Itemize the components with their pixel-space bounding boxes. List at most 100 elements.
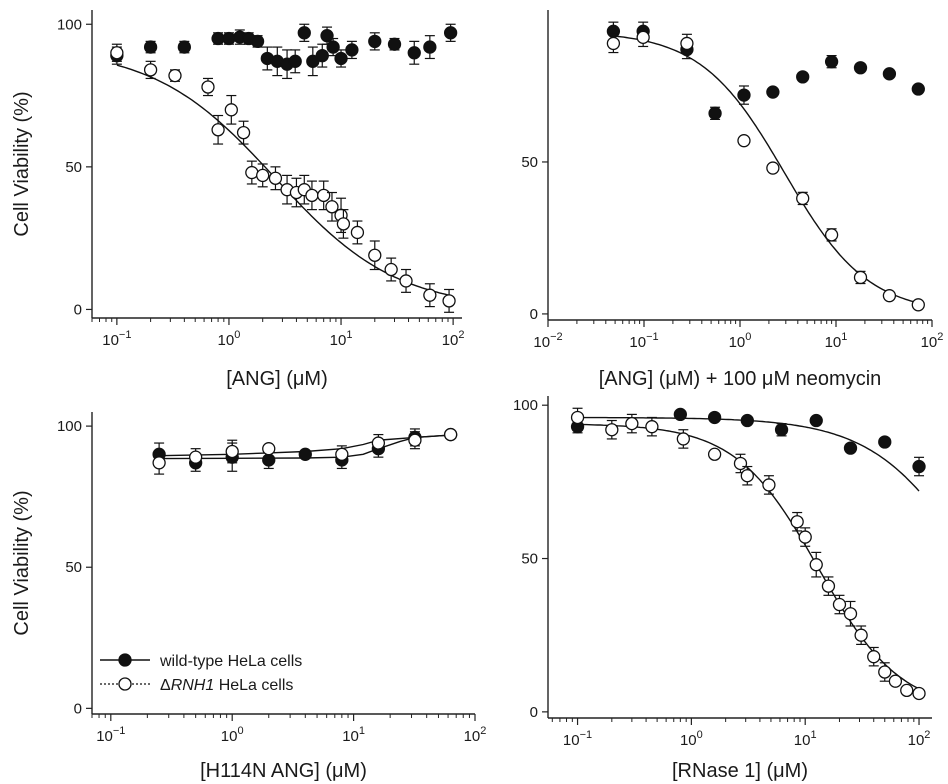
x-tick-base: 10 — [218, 332, 235, 349]
wt-point — [443, 26, 458, 40]
x-tick-exponent: −2 — [550, 331, 563, 343]
ko-point — [268, 171, 283, 185]
ko-point — [335, 447, 349, 461]
ko-point — [796, 191, 810, 206]
ko-point — [336, 217, 351, 231]
x-tick-label: 10−1 — [96, 725, 125, 745]
ko-point — [384, 262, 398, 277]
ko-point — [707, 447, 722, 461]
ko-point — [900, 683, 914, 698]
x-tick-label: 101 — [794, 729, 817, 749]
wt-point — [766, 85, 780, 99]
ko-point — [676, 432, 690, 446]
y-tick-label: 0 — [530, 306, 538, 323]
legend-ko-label-suffix: HeLa cells — [214, 677, 293, 694]
x-tick-label: 10−1 — [563, 729, 592, 749]
x-tick-base: 10 — [102, 332, 119, 349]
ko-point — [854, 628, 868, 642]
ko-point — [570, 410, 585, 425]
ko-point — [762, 478, 776, 492]
ko-fit-curve — [577, 423, 920, 690]
x-tick-exponent: 1 — [841, 331, 847, 343]
x-tick-label: 100 — [680, 729, 703, 749]
wt-point — [326, 40, 340, 54]
legend-ko-marker — [118, 677, 132, 691]
x-tick-exponent: 2 — [480, 725, 486, 737]
y-axis-title: Cell Viability (%) — [11, 490, 33, 635]
x-tick-base: 10 — [96, 728, 113, 745]
x-tick-label: 100 — [221, 725, 244, 745]
wt-point — [297, 26, 311, 40]
wt-point — [306, 54, 320, 68]
wt-point — [298, 447, 312, 461]
y-tick-label: 50 — [521, 154, 538, 171]
x-tick-label: 10−1 — [102, 329, 131, 349]
x-tick-label: 102 — [921, 331, 944, 351]
ko-point — [110, 46, 124, 60]
x-tick-label: 100 — [218, 329, 241, 349]
x-tick-base: 10 — [794, 732, 811, 749]
ko-point — [766, 161, 780, 175]
ko-point — [680, 36, 694, 51]
wt-point — [824, 55, 839, 69]
ko-fit-curve — [116, 64, 451, 297]
ko-point — [224, 103, 238, 117]
wt-point — [368, 34, 382, 49]
x-tick-label: 10−1 — [629, 331, 658, 351]
wt-point — [177, 40, 191, 54]
ko-point — [911, 298, 925, 312]
wt-point — [262, 453, 276, 467]
ko-point — [443, 427, 458, 442]
y-tick-label: 0 — [530, 704, 538, 721]
ko-point — [888, 674, 903, 688]
wt-point — [211, 31, 225, 46]
ko-point — [236, 125, 251, 140]
x-tick-exponent: 2 — [458, 329, 464, 341]
ko-point — [912, 686, 926, 701]
ko-point — [606, 36, 621, 51]
ko-point — [882, 289, 897, 303]
x-axis-title: [ANG] (μM) + 100 μM neomycin — [599, 368, 882, 390]
wt-point — [387, 37, 402, 51]
x-tick-base: 10 — [442, 332, 459, 349]
x-tick-exponent: 0 — [745, 331, 751, 343]
ko-point — [305, 188, 319, 203]
ko-point — [821, 579, 836, 593]
legend-ko-label: ΔRNH1 HeLa cells — [160, 677, 293, 694]
x-tick-base: 10 — [464, 728, 481, 745]
x-tick-label: 101 — [825, 331, 848, 351]
x-tick-exponent: −1 — [580, 729, 593, 741]
wt-point — [345, 43, 359, 57]
x-tick-exponent: 2 — [937, 331, 943, 343]
x-tick-base: 10 — [825, 334, 842, 351]
x-tick-exponent: 0 — [697, 729, 703, 741]
ko-point — [371, 436, 386, 450]
x-tick-base: 10 — [342, 728, 359, 745]
ko-point — [168, 68, 182, 83]
ko-point — [737, 134, 751, 148]
ko-point — [636, 30, 650, 45]
wt-point — [673, 407, 687, 422]
wt-point — [334, 51, 348, 66]
y-tick-label: 100 — [57, 16, 82, 33]
ko-point — [408, 433, 422, 447]
x-tick-label: 10−2 — [533, 331, 562, 351]
ko-point — [256, 168, 270, 183]
ko-point — [809, 558, 823, 572]
x-tick-exponent: −1 — [113, 725, 126, 737]
x-tick-label: 102 — [908, 729, 931, 749]
wt-point — [288, 54, 302, 68]
y-tick-label: 50 — [65, 559, 82, 576]
legend-wt-marker — [118, 653, 132, 667]
ko-point — [225, 444, 239, 459]
x-axis-title: [RNase 1] (μM) — [672, 760, 808, 782]
legend-ko-label-prefix: Δ — [160, 677, 171, 694]
ko-point — [189, 450, 203, 464]
x-tick-exponent: 0 — [234, 329, 240, 341]
ko-point — [211, 123, 225, 137]
ko-point — [442, 294, 456, 308]
x-tick-base: 10 — [221, 728, 238, 745]
wt-point — [320, 29, 334, 43]
